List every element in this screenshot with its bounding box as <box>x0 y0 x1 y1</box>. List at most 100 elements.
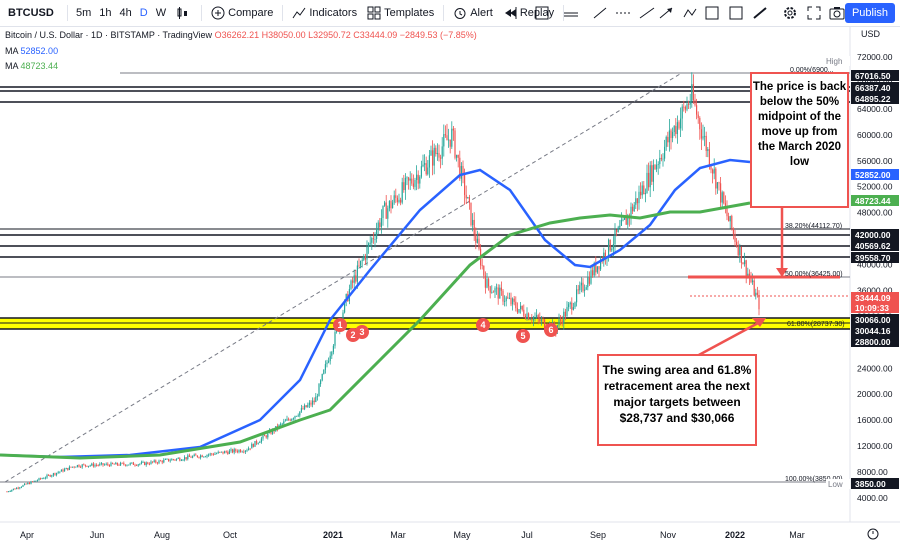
candle-body <box>744 260 746 265</box>
candle-body <box>99 463 101 466</box>
candle-body <box>225 451 227 453</box>
rectangle-tool-icon[interactable] <box>535 6 549 20</box>
candle-body <box>248 448 250 451</box>
candle-body <box>611 248 613 251</box>
interval-d[interactable]: D <box>139 7 148 19</box>
settings-gear-icon[interactable] <box>782 5 798 21</box>
price-level-tag: 33444.09 <box>855 293 891 303</box>
candle-body <box>288 418 290 420</box>
candle-body <box>449 139 451 147</box>
candle-body <box>363 256 365 260</box>
trend-line <box>4 73 681 483</box>
candle-body <box>356 265 358 282</box>
candle-body <box>323 369 325 374</box>
compare-button[interactable]: Compare <box>206 0 278 26</box>
candle-body <box>371 238 373 243</box>
templates-button[interactable]: Templates <box>362 0 439 26</box>
candle-body <box>526 313 528 319</box>
candle-body <box>350 280 352 290</box>
replay-button[interactable]: Replay <box>498 0 559 26</box>
candle-body <box>305 405 307 408</box>
candle-body <box>204 456 206 458</box>
candle-body <box>6 491 8 493</box>
chart-type-button[interactable] <box>170 0 197 26</box>
candle-body <box>707 149 709 152</box>
indicators-button[interactable]: Indicators <box>287 0 362 26</box>
candle-body <box>364 256 366 260</box>
candle-body <box>465 194 467 199</box>
candle-body <box>276 426 278 429</box>
candle-body <box>332 345 334 353</box>
candle-body <box>457 154 459 158</box>
publish-button[interactable]: Publish <box>845 3 895 23</box>
candle-body <box>16 487 18 490</box>
candle-body <box>504 301 506 302</box>
candle-body <box>689 101 691 105</box>
candle-body <box>227 452 229 454</box>
wave-tool-icon[interactable] <box>683 8 697 18</box>
ray-tool-icon[interactable] <box>593 7 607 19</box>
interval-4h[interactable]: 4h <box>119 7 132 19</box>
candle-body <box>84 464 86 466</box>
alert-button[interactable]: Alert <box>448 0 498 26</box>
candle-body <box>433 147 435 166</box>
low-label: Low <box>828 480 843 489</box>
price-tick-label: 52000.00 <box>857 182 893 192</box>
candle-body <box>208 454 210 456</box>
candle-body <box>86 465 88 467</box>
interval-w[interactable]: W <box>155 7 167 19</box>
time-tick-label: Mar <box>789 530 805 540</box>
candle-body <box>521 305 523 310</box>
price-level-tag: 64895.22 <box>855 94 891 104</box>
candle-body <box>688 103 690 105</box>
candle-body <box>339 322 341 331</box>
candle-body <box>635 198 637 205</box>
candle-body <box>233 449 235 453</box>
candle-body <box>153 460 155 463</box>
candle-body <box>556 325 558 332</box>
candle-body <box>484 275 486 288</box>
indicators-icon <box>292 7 306 19</box>
interval-5m[interactable]: 5m <box>76 7 92 19</box>
candle-body <box>612 244 614 249</box>
symbol-search[interactable]: BTCUSD <box>8 7 54 19</box>
candle-body <box>468 197 470 203</box>
price-level-tag: 40569.62 <box>855 241 891 251</box>
swing-markers: 12 3 4 5 6 <box>333 318 558 343</box>
brush-tool-icon[interactable] <box>753 7 767 19</box>
candle-body <box>361 259 363 261</box>
horizontal-line-tool-icon[interactable] <box>564 12 578 17</box>
candle-body <box>108 464 110 467</box>
candle-body <box>400 199 402 203</box>
fib-100-label: 100.00%(3850.00) <box>785 476 843 483</box>
candle-body <box>686 103 688 110</box>
candle-body <box>345 294 347 301</box>
arrow-tool-icon[interactable] <box>659 7 673 19</box>
candle-body <box>260 438 262 443</box>
candle-body <box>131 462 133 464</box>
trend-line-tool-icon[interactable] <box>639 7 655 19</box>
swing-marker <box>476 318 490 332</box>
candle-body <box>326 362 328 365</box>
candle-body <box>360 260 362 266</box>
time-tick-label: 2022 <box>725 530 745 540</box>
candle-body <box>180 460 182 462</box>
camera-icon[interactable] <box>829 5 845 21</box>
interval-1h[interactable]: 1h <box>99 7 112 19</box>
candle-body <box>628 215 630 218</box>
text-tool-icon[interactable] <box>705 6 719 20</box>
square-tool-icon[interactable] <box>729 6 743 20</box>
candle-body <box>700 129 702 139</box>
candle-body <box>150 461 152 465</box>
candle-body <box>510 297 512 305</box>
ma1-legend[interactable]: MA 52852.00 <box>5 46 59 56</box>
currency-label: USD <box>861 29 881 39</box>
candle-body <box>496 287 498 289</box>
candle-body <box>668 130 670 143</box>
candle-body <box>574 302 576 308</box>
goto-date-icon[interactable] <box>867 528 879 540</box>
candle-body <box>273 429 275 432</box>
fullscreen-icon[interactable] <box>806 5 822 21</box>
candle-body <box>486 278 488 288</box>
ma2-legend[interactable]: MA 48723.44 <box>5 61 59 71</box>
